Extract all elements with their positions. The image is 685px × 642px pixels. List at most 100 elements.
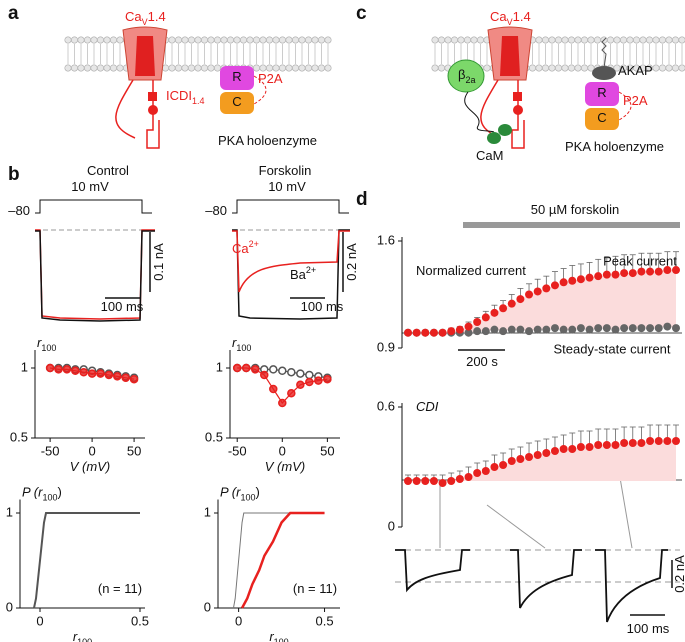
ion-label-part: 2+ <box>249 239 259 249</box>
lipid-head <box>110 64 118 72</box>
chart-title-part: 100 <box>41 343 56 353</box>
lipid-head <box>632 36 640 44</box>
lipid-head <box>574 36 582 44</box>
domain <box>148 105 158 115</box>
lipid-head <box>535 36 543 44</box>
series-label: Peak current <box>603 253 677 268</box>
lipid-head <box>272 36 280 44</box>
trace <box>395 549 470 593</box>
protein-label: CaV1.4 <box>490 9 531 27</box>
x-tick-label: 0.5 <box>131 613 149 628</box>
lipid-head <box>658 36 666 44</box>
channel-pore <box>500 36 520 76</box>
ion-label: Ba2+ <box>290 265 316 282</box>
lipid-head <box>665 64 673 72</box>
data-point <box>473 469 482 477</box>
data-point <box>550 447 559 455</box>
lipid-head <box>535 64 543 72</box>
x-tick-label: -50 <box>228 443 247 458</box>
data-point <box>287 367 296 377</box>
lipid-head <box>567 36 575 44</box>
data-point <box>542 449 551 457</box>
data-point <box>654 324 663 333</box>
lipid-head <box>116 36 124 44</box>
series-label: Steady-state current <box>553 341 670 356</box>
current-scale-part: 0.1 nA <box>151 243 166 281</box>
data-point <box>542 325 551 334</box>
lipid-head <box>324 64 332 72</box>
y-tick-label: 1 <box>204 504 211 519</box>
lipid-head <box>175 36 183 44</box>
data-point <box>412 328 421 337</box>
n-label: (n = 11) <box>293 581 337 596</box>
lipid-head <box>103 36 111 44</box>
data-point <box>637 267 646 276</box>
data-point <box>499 304 508 313</box>
data-point <box>404 328 412 337</box>
p2a-label: P2A <box>258 71 283 86</box>
lipid-head <box>541 64 549 72</box>
protein-label: CaM <box>476 148 503 163</box>
data-point <box>278 398 287 408</box>
n-label-part: (n = 11) <box>293 581 337 596</box>
data-point <box>663 266 672 275</box>
data-point <box>296 369 305 378</box>
panel-label-part: b <box>8 164 20 185</box>
data-point <box>455 325 464 334</box>
data-point <box>507 457 516 465</box>
lipid-head <box>116 64 124 72</box>
lipid-head <box>463 36 471 44</box>
holding-label-part: –80 <box>205 203 227 218</box>
step-label: 10 mV <box>71 179 109 194</box>
data-point <box>533 451 542 459</box>
data-point <box>438 479 447 487</box>
y-tick-label: 0.6 <box>377 398 395 413</box>
lipid-head <box>317 36 325 44</box>
x-axis-label-part: V (mV) <box>70 459 110 474</box>
trace <box>232 230 350 293</box>
data-point <box>646 324 655 333</box>
lipid-head <box>240 36 248 44</box>
ion-label-part: 2+ <box>306 265 316 275</box>
data-point <box>404 477 412 485</box>
current-scale: 0.1 nA <box>151 243 166 281</box>
holding-label: –80 <box>8 203 30 218</box>
panel-label: c <box>356 3 367 24</box>
lipid-head <box>253 36 261 44</box>
p2a-label-part: P2A <box>258 71 283 86</box>
lipid-head <box>304 36 312 44</box>
protein-label: CaV1.4 <box>125 9 166 27</box>
data-point <box>525 453 534 461</box>
data-point <box>455 475 464 483</box>
linker <box>464 91 495 133</box>
x-tick-label: 0 <box>88 443 95 458</box>
cdf-line <box>232 512 325 609</box>
lipid-head <box>483 64 491 72</box>
current-scale-part: 0.2 nA <box>672 555 685 593</box>
data-point <box>54 365 63 374</box>
lipid-head <box>194 36 202 44</box>
data-point <box>421 477 430 485</box>
data-point <box>516 295 525 304</box>
condition-label-part: Forskolin <box>259 163 312 178</box>
shaded-area <box>408 270 676 333</box>
pka-c-label: C <box>232 94 241 109</box>
lipid-head <box>678 64 685 72</box>
x-axis-label-part: V (mV) <box>265 459 305 474</box>
pka-c <box>220 92 254 114</box>
lipid-head <box>298 36 306 44</box>
lipid-head <box>291 64 299 72</box>
data-point <box>232 363 242 373</box>
data-point <box>550 281 559 290</box>
x-axis-label: V (mV) <box>265 459 305 474</box>
data-point <box>637 324 646 333</box>
lipid-head <box>168 36 176 44</box>
lipid-head <box>665 36 673 44</box>
current-scale-part: 0.2 nA <box>344 243 359 281</box>
lipid-head <box>90 64 98 72</box>
lipid-head <box>561 36 569 44</box>
lipid-head <box>444 36 452 44</box>
data-point <box>62 365 72 374</box>
protein-label-part: 2a <box>465 75 475 85</box>
pka-r-label-part: R <box>232 69 241 84</box>
